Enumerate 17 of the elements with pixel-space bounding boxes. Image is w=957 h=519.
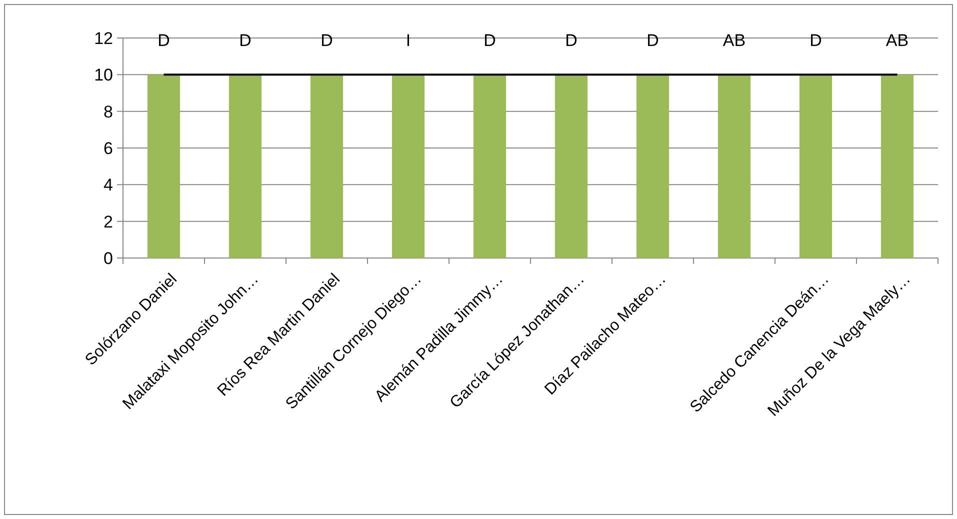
y-tick-label: 10 — [94, 66, 113, 85]
y-tick-label: 0 — [104, 248, 113, 268]
data-label: AB — [886, 31, 909, 50]
data-label: D — [320, 31, 333, 50]
y-tick-label: 12 — [94, 28, 113, 48]
y-tick-label: 6 — [104, 138, 113, 158]
data-label: D — [158, 31, 170, 50]
data-label: D — [239, 31, 252, 50]
data-label: AB — [722, 31, 746, 50]
y-tick-label: 4 — [104, 176, 113, 195]
data-label: D — [484, 31, 496, 50]
y-tick-label: 2 — [104, 212, 113, 232]
data-label: D — [565, 31, 578, 50]
y-tick-label: 8 — [104, 102, 113, 122]
data-label: I — [406, 31, 411, 50]
data-label: D — [810, 31, 822, 50]
data-label: D — [646, 31, 659, 50]
